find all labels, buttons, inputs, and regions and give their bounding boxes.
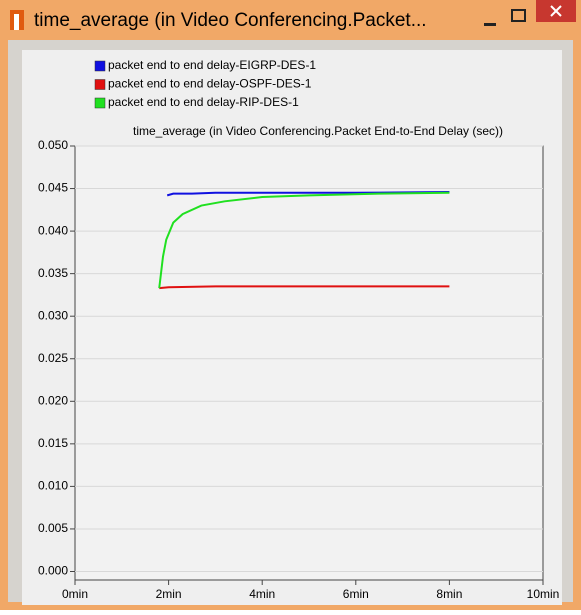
y-tick-label: 0.025 [38, 351, 68, 365]
close-icon [550, 5, 562, 17]
y-tick-label: 0.030 [38, 308, 68, 322]
legend-label: packet end to end delay-OSPF-DES-1 [108, 77, 312, 91]
x-tick-label: 10min [527, 587, 560, 601]
y-tick-label: 0.010 [38, 479, 68, 493]
y-tick-label: 0.020 [38, 393, 68, 407]
y-tick-label: 0.040 [38, 223, 68, 237]
x-tick-label: 8min [436, 587, 462, 601]
x-tick-label: 4min [249, 587, 275, 601]
chart-title: time_average (in Video Conferencing.Pack… [133, 124, 503, 138]
x-tick-label: 0min [62, 587, 88, 601]
legend-label: packet end to end delay-EIGRP-DES-1 [108, 58, 316, 72]
y-tick-label: 0.015 [38, 436, 68, 450]
series-line [159, 285, 450, 290]
app-icon-mark [14, 14, 19, 30]
series-line [166, 190, 450, 197]
legend-swatch [94, 60, 106, 72]
series-line [158, 191, 450, 289]
y-tick-label: 0.000 [38, 564, 68, 578]
maximize-button[interactable] [511, 9, 526, 22]
legend-swatch [94, 79, 106, 90]
window-title: time_average (in Video Conferencing.Pack… [34, 10, 427, 31]
y-tick-label: 0.035 [38, 266, 68, 280]
y-tick-label: 0.005 [38, 521, 68, 535]
y-tick-label: 0.050 [38, 138, 68, 152]
y-tick-label: 0.045 [38, 181, 68, 195]
minimize-button[interactable] [484, 23, 496, 26]
plot-area [74, 145, 544, 581]
x-tick-label: 6min [343, 587, 369, 601]
x-tick-label: 2min [156, 587, 182, 601]
legend-label: packet end to end delay-RIP-DES-1 [108, 95, 299, 109]
legend-swatch [94, 97, 106, 109]
